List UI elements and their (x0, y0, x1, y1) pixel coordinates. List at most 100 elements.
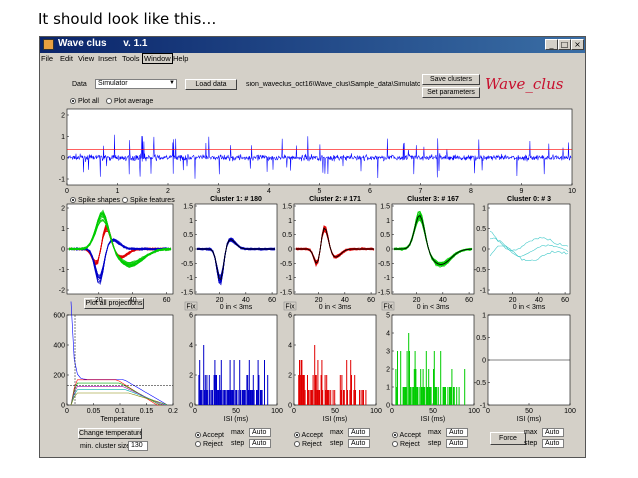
plot-all-projections-button[interactable]: Plot all projections (84, 298, 144, 309)
temperature-cluster-curve (70, 379, 167, 406)
menu-help[interactable]: Help (173, 54, 189, 63)
isi-bar (402, 387, 404, 405)
x-tick-label: 0.05 (87, 408, 101, 415)
isi-bar (327, 390, 328, 405)
spike-shapes-radio[interactable]: Spike shapes (70, 197, 120, 204)
y-tick-label: 5 (386, 313, 390, 320)
cluster-title: Cluster 3: # 167 (407, 196, 459, 203)
isi-bar (395, 369, 397, 405)
maximize-button[interactable]: □ (558, 39, 571, 50)
isi-bar (319, 390, 320, 405)
accept-radio[interactable]: Accept (195, 432, 224, 439)
force-button[interactable]: Force (490, 432, 526, 445)
isi-bar (351, 375, 352, 405)
plot-all-radio[interactable]: Plot all (70, 98, 99, 105)
isi-bar (233, 360, 235, 405)
min-cluster-input[interactable]: 130 (128, 441, 148, 451)
spike-features-label: Spike features (129, 197, 175, 204)
isi-bar (240, 390, 241, 405)
mean-waveform (296, 227, 374, 264)
menu-file[interactable]: File (41, 54, 54, 63)
isi-bar (396, 387, 398, 405)
x-tick-label: 0 (193, 408, 197, 415)
isi-step-input[interactable]: Auto (249, 439, 271, 448)
y-tick-label: 2 (386, 367, 390, 374)
isi-bar (330, 390, 332, 405)
change-temperature-button[interactable]: Change temperature (78, 428, 142, 439)
data-select[interactable]: Simulator ▼ (95, 79, 177, 89)
set-parameters-button[interactable]: Set parameters (422, 87, 480, 98)
isi-step-input[interactable]: Auto (348, 439, 370, 448)
y-tick-label: 0 (61, 247, 65, 254)
x-tick-label: 40 (535, 297, 543, 304)
y-tick-label: -1 (480, 403, 486, 410)
reject-radio[interactable]: Reject (294, 441, 322, 448)
isi-step-input[interactable]: Auto (446, 439, 468, 448)
x-tick-label: 0 (390, 408, 394, 415)
chevron-down-icon: ▼ (169, 80, 175, 86)
isi-bar (252, 390, 253, 405)
radio-on-icon (392, 432, 398, 439)
isi-bar (365, 390, 367, 405)
menu-insert[interactable]: Insert (98, 54, 117, 63)
isi-bar (340, 390, 342, 405)
min-cluster-label: min. cluster size (80, 443, 131, 450)
cluster0-spikes (489, 230, 569, 261)
reject-radio[interactable]: Reject (392, 441, 420, 448)
accept-radio[interactable]: Accept (294, 432, 323, 439)
data-select-value: Simulator (98, 80, 128, 87)
isi-max-input[interactable]: Auto (446, 428, 468, 437)
y-tick-label: 0 (386, 403, 390, 410)
x-tick-label: 4 (267, 188, 271, 195)
x-tick-label: 3 (217, 188, 221, 195)
isi-max-input[interactable]: Auto (348, 428, 370, 437)
x-tick-label: 20 (315, 297, 323, 304)
isi-xlabel: ISI (ms) (517, 416, 542, 423)
isi-bar (450, 387, 452, 405)
plot-average-radio[interactable]: Plot average (106, 98, 153, 105)
cluster-title: Cluster 1: # 180 (210, 196, 262, 203)
x-tick-label: 60 (465, 297, 473, 304)
y-tick-label: 4 (288, 343, 292, 350)
isi-bar (299, 375, 301, 405)
isi-step-input[interactable]: Auto (542, 439, 564, 448)
isi-max-input[interactable]: Auto (249, 428, 271, 437)
y-tick-label: 0.5 (183, 232, 193, 239)
menu-tools[interactable]: Tools (122, 54, 140, 63)
x-tick-label: 20 (509, 297, 517, 304)
x-tick-label: 50 (525, 408, 533, 415)
menu-edit[interactable]: Edit (60, 54, 73, 63)
accept-radio[interactable]: Accept (392, 432, 421, 439)
radio-on-icon (195, 432, 201, 439)
cluster-1-waveforms: Cluster 1: # 180 1.5 1 0.5 0 -0.5 -1 -1.5 20 40 60… (181, 196, 278, 311)
isi-bar (204, 375, 206, 405)
y-tick-label: 0 (189, 247, 193, 254)
isi-bar (417, 387, 418, 405)
x-tick-label: 0 (486, 408, 490, 415)
menu-window[interactable]: Window (142, 53, 173, 64)
reject-radio[interactable]: Reject (195, 441, 223, 448)
isi-xlabel: ISI (ms) (224, 416, 249, 423)
isi-bar (267, 375, 269, 405)
isi-bar (426, 387, 428, 405)
fix-button-label: Fix (285, 304, 295, 311)
x-tick-label: 40 (439, 297, 447, 304)
save-clusters-button[interactable]: Save clusters (422, 74, 480, 85)
spike-features-radio[interactable]: Spike features (122, 197, 175, 204)
y-tick-label: 0.5 (476, 226, 486, 233)
isi-bar (226, 390, 228, 405)
isi-max-input[interactable]: Auto (542, 428, 564, 437)
isi-bar (334, 390, 336, 405)
cluster-4-waveforms: Cluster 0: # 3 1 0.5 0 -0.5 -1 20 40 60 0 in < 3m… (474, 196, 571, 311)
x-tick-label: 0.2 (168, 408, 178, 415)
y-tick-label: -0.5 (474, 380, 486, 387)
isi-bar (217, 390, 219, 405)
menu-view[interactable]: View (78, 54, 95, 63)
minimize-button[interactable]: _ (545, 39, 558, 50)
isi-bar (400, 351, 402, 405)
load-data-button[interactable]: Load data (185, 79, 237, 90)
close-button[interactable]: × (571, 39, 584, 50)
isi-bar (339, 375, 341, 405)
y-tick-label: 0.5 (282, 232, 292, 239)
isi-bar (430, 387, 432, 405)
